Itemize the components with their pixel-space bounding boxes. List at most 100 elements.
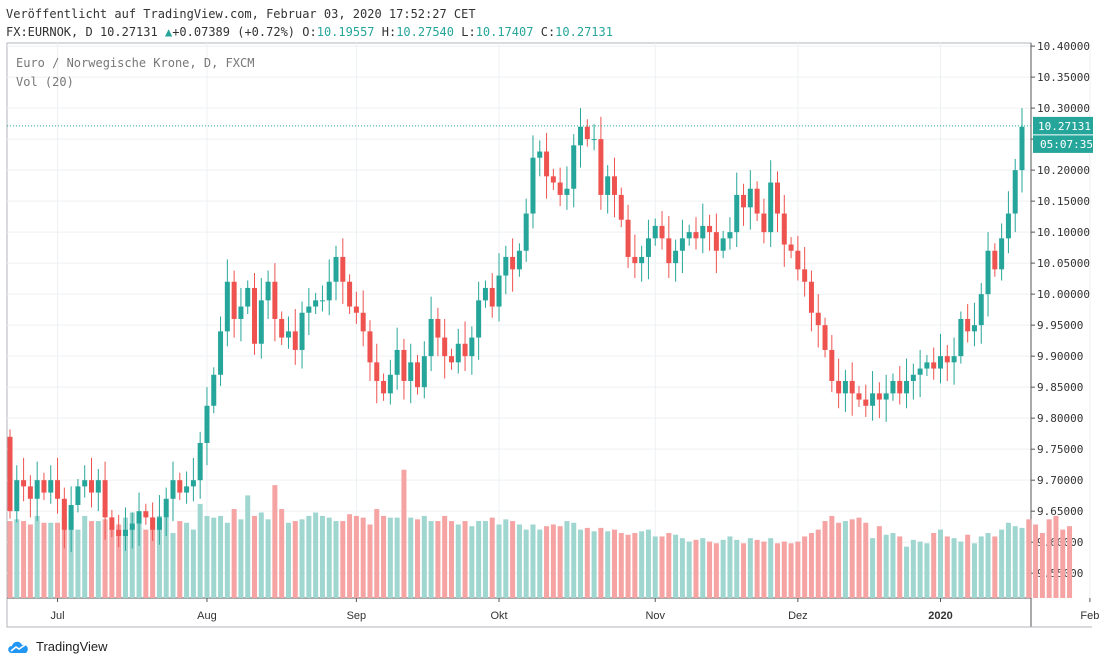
candle <box>768 182 774 233</box>
volume-bar <box>727 536 733 598</box>
volume-bar <box>401 469 407 598</box>
volume-bar <box>476 521 482 598</box>
volume-bar <box>652 536 658 598</box>
volume-bar <box>150 517 156 598</box>
volume-bar <box>469 526 475 598</box>
volume-bar <box>625 534 631 598</box>
volume-bar <box>129 512 135 598</box>
tradingview-cloud-icon <box>8 641 28 653</box>
volume-bar <box>611 529 617 598</box>
candle <box>944 356 950 363</box>
candle <box>516 250 522 270</box>
volume-bar <box>21 521 27 598</box>
y-tick-label: 10.00000 <box>1037 288 1090 301</box>
candle <box>394 349 400 375</box>
candle <box>190 480 196 487</box>
volume-bar <box>707 541 713 598</box>
volume-bar <box>917 541 923 598</box>
volume-bar <box>252 515 258 598</box>
volume-bar <box>462 521 468 598</box>
candle <box>326 281 332 301</box>
volume-bar <box>218 515 224 598</box>
x-tick-label: 2020 <box>928 610 952 622</box>
volume-bar <box>163 517 169 598</box>
brand-name: TradingView <box>36 638 108 654</box>
volume-bar <box>523 529 529 598</box>
volume-bar <box>679 538 685 598</box>
volume-bar <box>924 543 930 598</box>
candle <box>75 486 81 505</box>
candle <box>605 176 611 195</box>
candle <box>401 349 407 381</box>
volume-bar <box>299 519 305 598</box>
volume-bar <box>618 533 624 598</box>
candle <box>319 300 325 302</box>
candle <box>856 393 862 400</box>
y-tick-label: 10.40000 <box>1037 40 1090 53</box>
volume-bar <box>1039 533 1045 598</box>
volume-bar <box>564 521 570 598</box>
volume-bar <box>904 546 910 598</box>
candle <box>435 318 441 338</box>
volume-bar <box>68 512 74 598</box>
volume-bar <box>944 536 950 598</box>
candle <box>870 393 876 406</box>
candle <box>177 480 183 493</box>
y-tick-label: 9.65000 <box>1037 505 1083 518</box>
candle <box>408 362 414 381</box>
candle <box>442 337 448 357</box>
volume-bar <box>578 529 584 598</box>
volume-bar <box>374 509 380 598</box>
y-tick-label: 10.20000 <box>1037 164 1090 177</box>
x-tick-label: Sep <box>347 610 367 622</box>
candle <box>340 256 346 282</box>
candle <box>788 244 794 251</box>
candle <box>503 256 509 276</box>
volume-bar <box>435 521 441 598</box>
volume-bar <box>258 512 264 598</box>
volume-bar <box>184 522 190 598</box>
volume-bar <box>353 515 359 598</box>
tradingview-brand[interactable]: TradingView <box>6 637 108 655</box>
volume-bar <box>985 533 991 598</box>
candle <box>992 250 998 270</box>
volume-bar <box>143 529 149 598</box>
candle <box>387 374 393 394</box>
candle <box>41 480 47 493</box>
price-change: +0.07389 (+0.72%) <box>172 25 296 39</box>
volume-bar <box>774 543 780 598</box>
candle <box>904 380 910 394</box>
volume-bar <box>842 521 848 598</box>
y-tick-label: 9.70000 <box>1037 474 1083 487</box>
volume-bar <box>808 533 814 598</box>
volume-bar <box>937 529 943 598</box>
candle <box>252 287 258 344</box>
series-legend: Euro / Norwegische Krone, D, FXCM <box>16 56 254 70</box>
volume-bar <box>89 521 95 598</box>
candle <box>544 151 550 177</box>
volume-bar <box>204 515 210 598</box>
volume-bar <box>999 529 1005 598</box>
volume-bar <box>584 527 590 598</box>
candle <box>1005 213 1011 239</box>
volume-legend: Vol (20) <box>16 75 74 89</box>
volume-bar <box>1012 526 1018 598</box>
y-tick-label: 9.90000 <box>1037 350 1083 363</box>
volume-bar <box>272 485 278 598</box>
candle <box>815 312 821 326</box>
volume-bar <box>292 521 298 598</box>
volume-bar <box>605 531 611 598</box>
volume-bar <box>1026 519 1032 598</box>
candle <box>931 362 937 369</box>
volume-bar <box>381 515 387 598</box>
candle <box>618 194 624 220</box>
volume-bar <box>720 539 726 598</box>
candle <box>381 380 387 394</box>
candle <box>741 194 747 208</box>
volume-bar <box>190 529 196 598</box>
candle <box>713 232 719 251</box>
candle <box>34 480 40 499</box>
candle <box>978 294 984 326</box>
candle <box>347 281 353 307</box>
